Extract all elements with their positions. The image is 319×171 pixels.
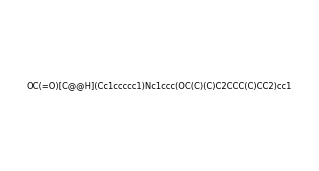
Text: OC(=O)[C@@H](Cc1ccccc1)Nc1ccc(OC(C)(C)C2CCC(C)CC2)cc1: OC(=O)[C@@H](Cc1ccccc1)Nc1ccc(OC(C)(C)C2… <box>27 81 292 90</box>
